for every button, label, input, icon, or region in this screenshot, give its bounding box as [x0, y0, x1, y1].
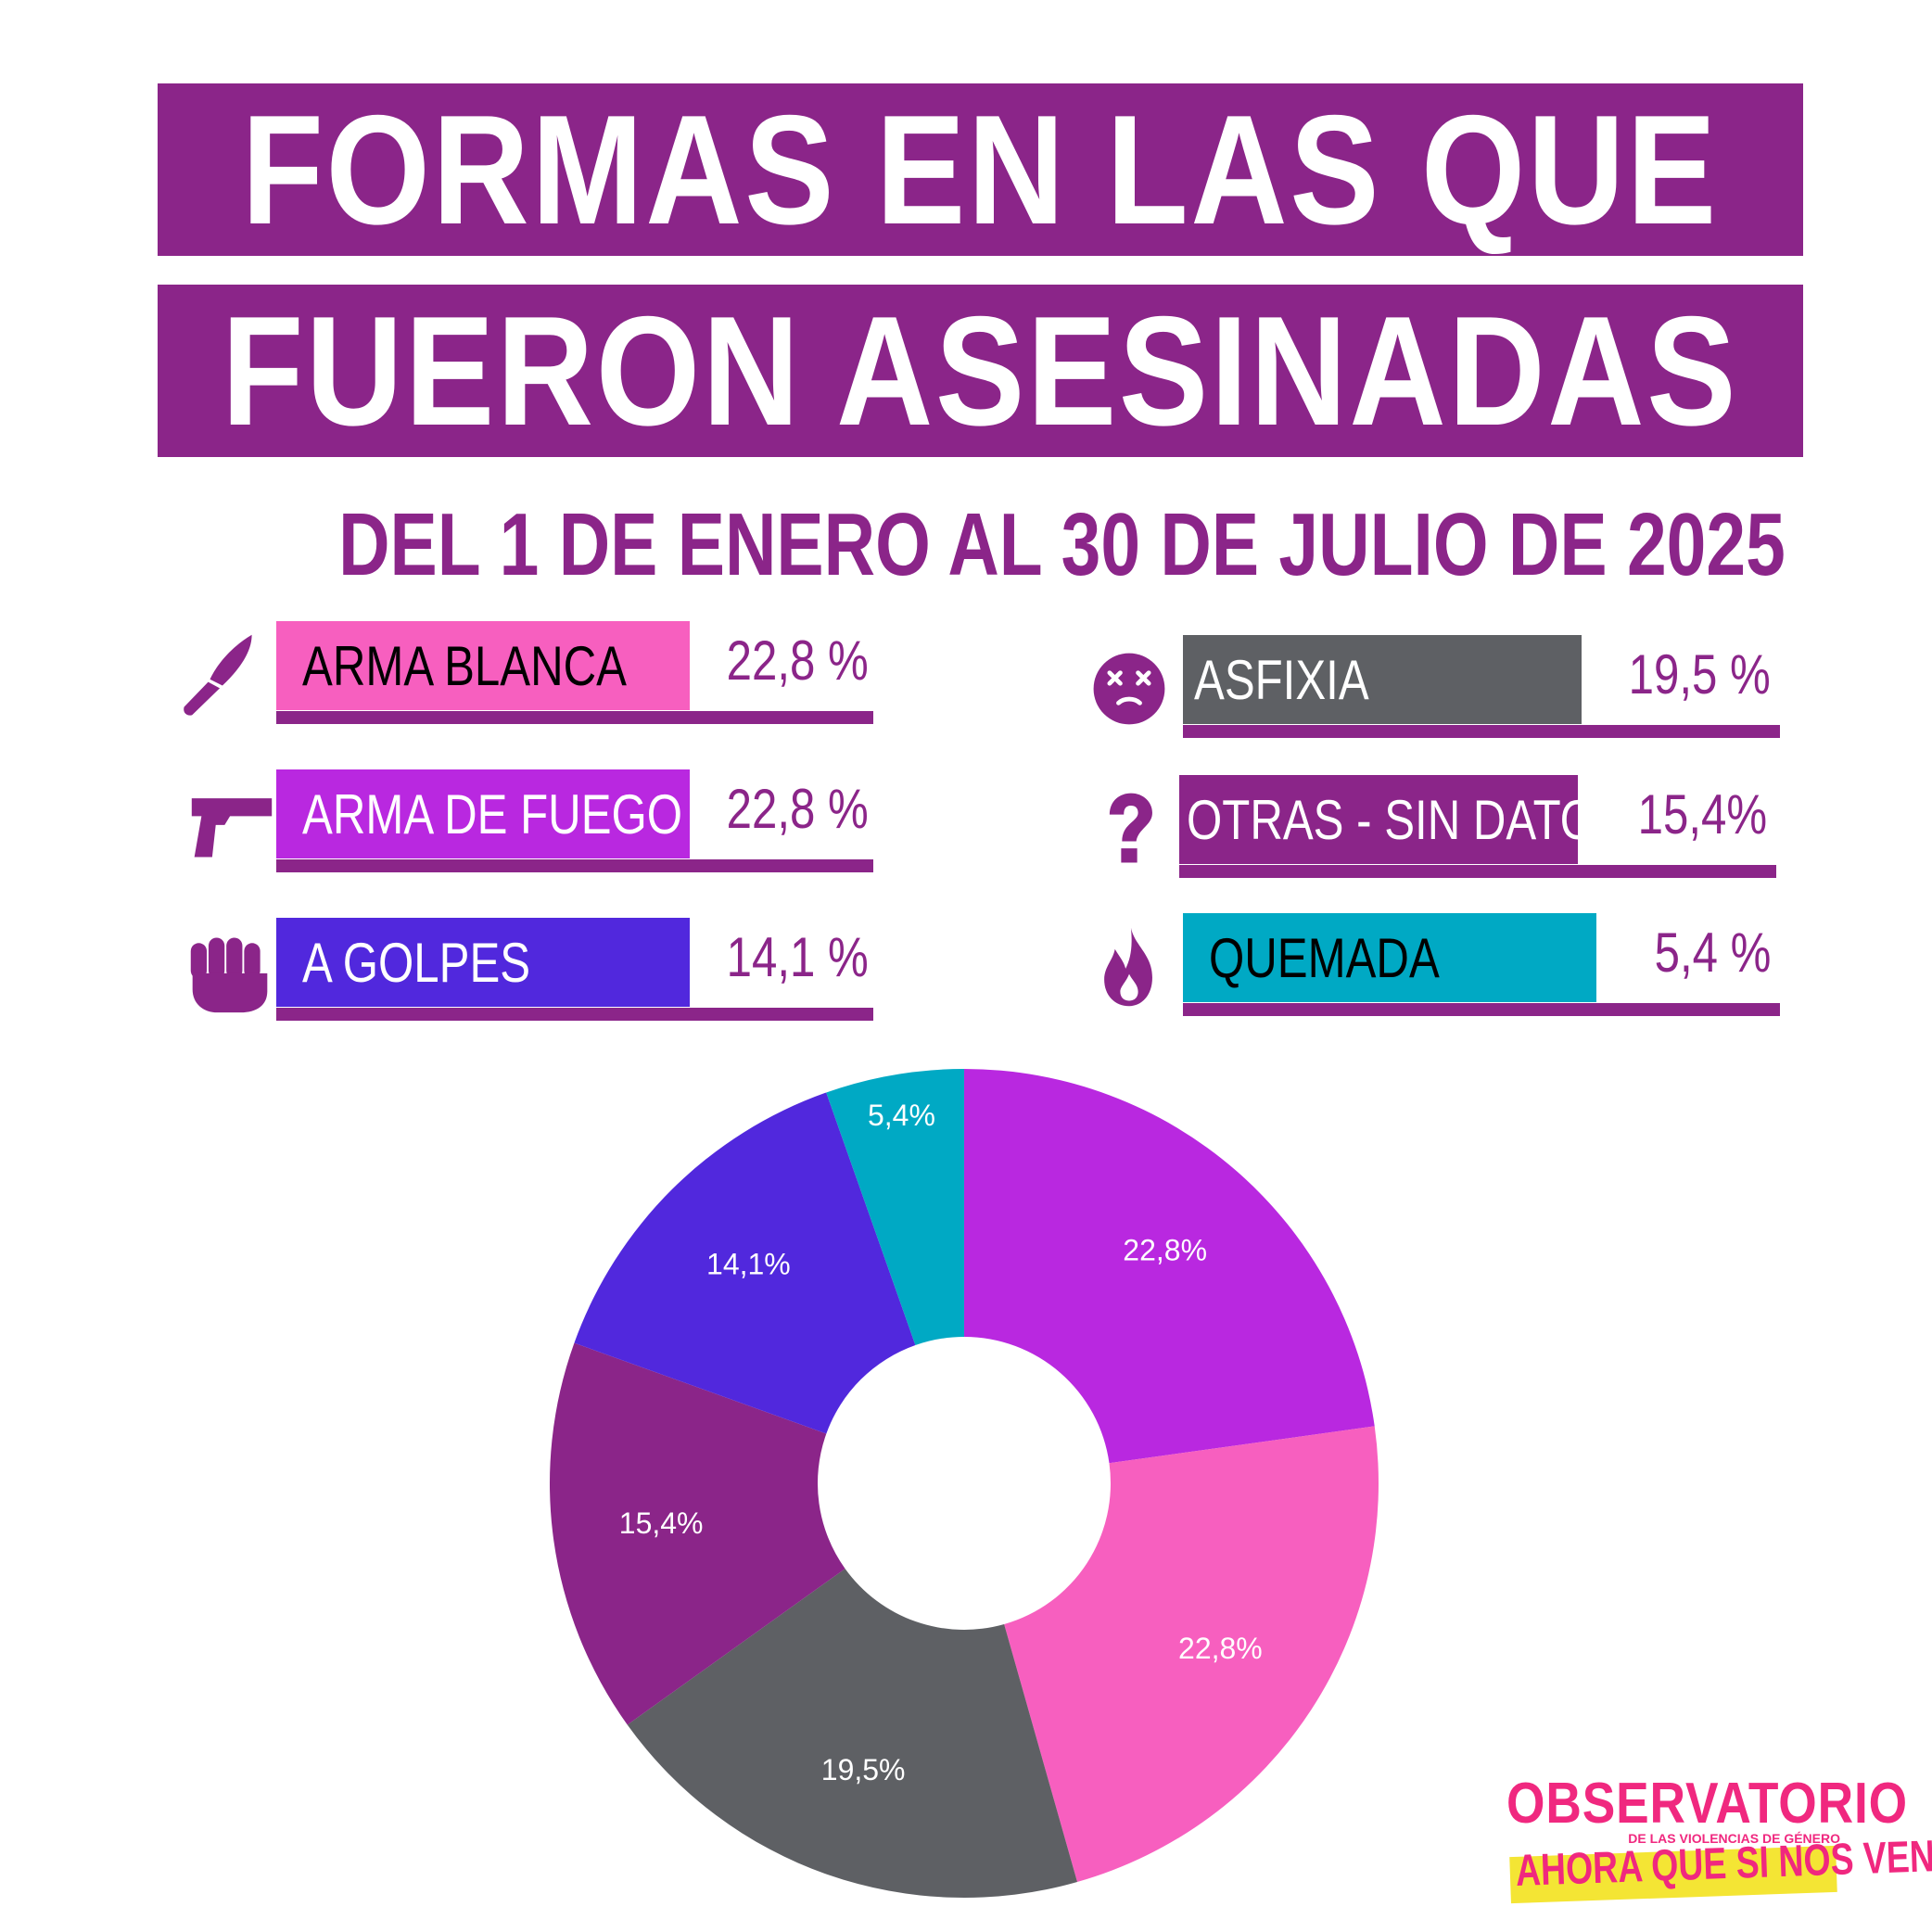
fire-icon — [1104, 927, 1152, 1007]
legend-value: 22,8 % — [726, 778, 869, 840]
donut-chart: 22,8% 22,8% 19,5% 15,4% 14,1% 5,4% — [550, 1069, 1379, 1898]
pistol-icon — [191, 798, 273, 858]
legend-value: 5,4 % — [1654, 922, 1771, 984]
legend-item-arma-de-fuego: ARMA DE FUEGO 22,8 % — [176, 769, 873, 873]
donut-slice-label: 14,1% — [706, 1247, 791, 1280]
donut-slice-otras-sin-datos — [550, 1342, 845, 1725]
donut-slice-label: 15,4% — [619, 1506, 704, 1540]
legend-item-otras-sin-datos: OTRAS - SIN DATOS 15,4% — [1085, 775, 1782, 879]
legend-underline — [1179, 865, 1776, 878]
title-line-1: FORMAS EN LAS QUE — [158, 83, 1803, 256]
legend-underline — [1183, 1003, 1780, 1016]
logo-name: OBSERVATORIO — [1506, 1772, 1909, 1836]
donut-slice-arma-de-fuego — [964, 1069, 1375, 1464]
legend-item-arma-blanca: ARMA BLANCA 22,8 % — [176, 621, 873, 725]
logo-subtitle: DE LAS VIOLENCIAS DE GÉNERO — [1628, 1831, 1840, 1846]
observatorio-logo: OBSERVATORIO DE LAS VIOLENCIAS DE GÉNERO… — [1506, 1775, 1932, 1914]
legend-value: 22,8 % — [726, 629, 869, 692]
donut-slice-label: 5,4% — [868, 1099, 935, 1132]
legend-label-box: QUEMADA — [1183, 913, 1596, 1002]
donut-slice-asfixia — [627, 1569, 1078, 1898]
logo-tagline: AHORA QUE SI NOS VEN — [1515, 1832, 1932, 1896]
donut-slice-label: 19,5% — [821, 1753, 906, 1786]
legend-item-a-golpes: A GOLPES 14,1 % — [176, 918, 873, 1022]
legend-label-box: OTRAS - SIN DATOS — [1179, 775, 1626, 864]
legend-underline — [276, 859, 873, 872]
dizzy-face-icon — [1093, 653, 1165, 725]
donut-slice-arma-blanca — [1004, 1426, 1379, 1883]
donut-slice-label: 22,8% — [1123, 1234, 1207, 1267]
donut-slice-label: 22,8% — [1178, 1632, 1263, 1665]
legend-label-box: ARMA DE FUEGO — [276, 769, 690, 858]
legend-item-quemada: QUEMADA 5,4 % — [1085, 913, 1782, 1017]
question-mark-icon — [1109, 793, 1152, 863]
legend-label-box: ARMA BLANCA — [276, 621, 690, 710]
legend-value: 15,4% — [1637, 783, 1767, 845]
donut-slice-quemada — [826, 1069, 964, 1346]
legend-underline — [1183, 725, 1780, 738]
legend-value: 14,1 % — [726, 926, 869, 988]
legend-item-asfixia: ASFIXIA 19,5 % — [1085, 635, 1782, 739]
subtitle: DEL 1 DE ENERO AL 30 DE JULIO DE 2025 — [338, 495, 1786, 594]
legend-underline — [276, 711, 873, 724]
title-line-2: FUERON ASESINADAS — [158, 285, 1803, 457]
legend-label-box: ASFIXIA — [1183, 635, 1582, 724]
fist-icon — [190, 937, 268, 1013]
legend-label-box: A GOLPES — [276, 918, 690, 1007]
knife-icon — [184, 634, 252, 716]
donut-slice-a-golpes — [574, 1092, 916, 1434]
legend-underline — [276, 1008, 873, 1021]
legend-value: 19,5 % — [1628, 643, 1771, 705]
